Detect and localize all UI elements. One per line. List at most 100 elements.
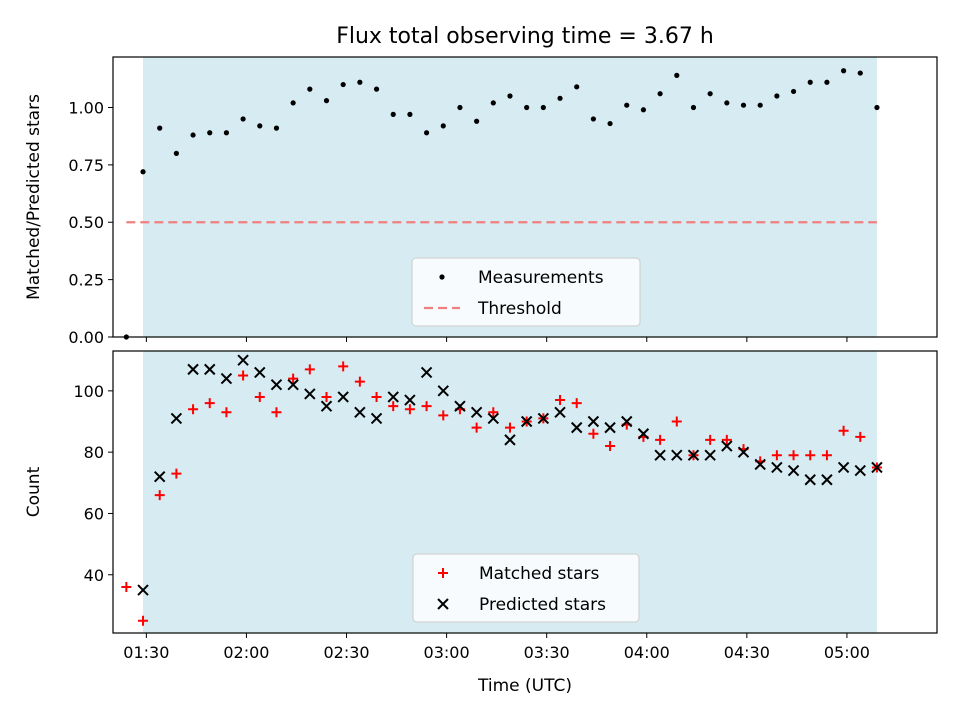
data-point bbox=[520, 415, 533, 428]
data-point bbox=[421, 401, 432, 412]
data-point bbox=[838, 425, 849, 436]
data-point bbox=[273, 125, 280, 131]
y-tick-label: 1.00 bbox=[68, 98, 104, 117]
data-point bbox=[288, 373, 299, 384]
legend-label: Matched stars bbox=[479, 564, 599, 584]
y-axis-label: Count bbox=[24, 466, 44, 517]
data-point bbox=[371, 391, 382, 402]
data-point bbox=[790, 88, 797, 95]
data-point bbox=[238, 370, 249, 381]
data-point bbox=[840, 68, 847, 74]
data-point bbox=[170, 412, 183, 425]
data-point bbox=[204, 398, 215, 409]
data-point bbox=[804, 474, 816, 486]
data-point bbox=[621, 415, 633, 428]
data-point bbox=[388, 401, 399, 412]
data-point bbox=[438, 410, 449, 421]
top-panel-ratio: 0.00 0.25 0.50 0.75 1.00 Matched/Predicted st… bbox=[24, 56, 938, 347]
x-tick-label: 01:30 bbox=[123, 643, 169, 662]
data-point bbox=[807, 79, 813, 85]
data-point bbox=[387, 391, 399, 403]
legend-label: Measurements bbox=[478, 268, 604, 288]
data-point bbox=[223, 130, 230, 136]
data-point bbox=[271, 407, 282, 418]
x-tick-label: 04:00 bbox=[624, 643, 670, 662]
data-point bbox=[404, 394, 416, 406]
data-point bbox=[373, 86, 380, 92]
x-tick-label: 03:00 bbox=[424, 643, 470, 662]
data-point bbox=[290, 100, 296, 106]
data-point bbox=[254, 391, 265, 402]
data-point bbox=[357, 79, 363, 85]
legend-label: Threshold bbox=[477, 299, 562, 319]
y-tick-label: 0.75 bbox=[68, 156, 104, 175]
data-point bbox=[270, 379, 283, 391]
data-point bbox=[857, 70, 863, 76]
data-point bbox=[588, 428, 599, 439]
data-point bbox=[354, 376, 365, 387]
legend-label: Predicted stars bbox=[479, 595, 606, 615]
data-point bbox=[257, 123, 263, 129]
data-point bbox=[471, 422, 482, 433]
data-point bbox=[624, 102, 630, 108]
data-point bbox=[821, 474, 833, 486]
x-tick-label: 05:00 bbox=[824, 643, 870, 662]
data-point bbox=[340, 81, 346, 88]
data-point bbox=[190, 132, 196, 138]
data-point bbox=[237, 354, 249, 366]
data-point bbox=[457, 104, 463, 111]
data-point bbox=[571, 421, 583, 434]
data-point bbox=[221, 407, 232, 418]
data-point bbox=[240, 116, 246, 122]
axes-frame bbox=[112, 56, 938, 338]
data-point bbox=[540, 104, 546, 111]
axes-frame bbox=[112, 350, 938, 634]
data-point bbox=[704, 449, 716, 461]
data-point bbox=[724, 100, 730, 106]
data-point bbox=[690, 104, 697, 111]
data-point bbox=[571, 398, 582, 409]
data-point bbox=[721, 440, 733, 452]
data-point bbox=[370, 412, 383, 425]
data-point bbox=[188, 404, 199, 415]
data-point bbox=[537, 412, 550, 425]
data-point bbox=[554, 406, 566, 419]
y-tick-label: 0.25 bbox=[68, 271, 104, 290]
y-tick-label: 100 bbox=[73, 382, 104, 401]
x-tick-label: 03:30 bbox=[524, 643, 570, 662]
data-point bbox=[671, 416, 682, 427]
x-tick-label: 02:30 bbox=[323, 643, 369, 662]
y-tick-label: 0.00 bbox=[68, 328, 104, 347]
data-point bbox=[153, 470, 166, 483]
y-tick-label: 0.50 bbox=[68, 213, 104, 232]
data-point bbox=[871, 461, 883, 474]
y-tick-label: 80 bbox=[84, 443, 104, 462]
data-point bbox=[488, 407, 499, 418]
data-point bbox=[490, 100, 496, 106]
data-point bbox=[440, 123, 446, 129]
data-point bbox=[157, 125, 163, 131]
data-point bbox=[487, 412, 500, 425]
data-point bbox=[154, 490, 165, 501]
data-point bbox=[524, 104, 530, 111]
x-tick-label: 04:30 bbox=[724, 643, 770, 662]
data-point bbox=[774, 93, 780, 99]
data-point bbox=[737, 446, 750, 458]
data-point bbox=[187, 363, 199, 376]
legend-box bbox=[412, 553, 640, 623]
data-point bbox=[788, 450, 799, 461]
data-point bbox=[604, 421, 616, 434]
data-point bbox=[138, 615, 149, 626]
legend-swatch bbox=[437, 598, 449, 610]
data-point bbox=[771, 461, 783, 474]
data-point bbox=[605, 441, 616, 452]
data-point bbox=[574, 84, 580, 90]
data-point bbox=[423, 130, 430, 136]
data-point bbox=[721, 434, 732, 445]
data-point bbox=[320, 400, 333, 412]
data-point bbox=[474, 118, 480, 124]
y-axis-label: Matched/Predicted stars bbox=[24, 94, 44, 300]
data-point bbox=[754, 458, 766, 471]
data-point bbox=[590, 116, 596, 122]
